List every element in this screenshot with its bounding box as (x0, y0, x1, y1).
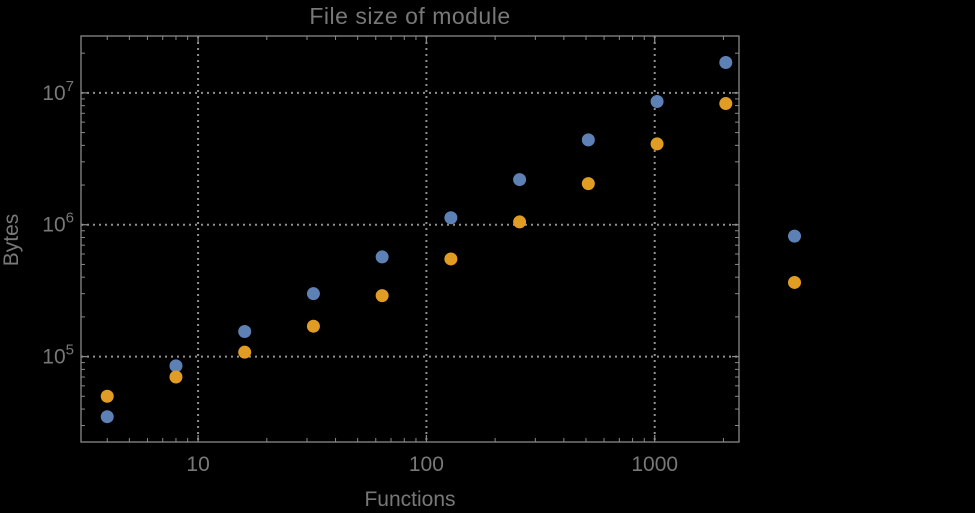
data-point-blue-x1024 (650, 95, 664, 109)
y-tick-label-1e6: 106 (42, 210, 74, 237)
data-point-blue-x256 (513, 173, 527, 187)
data-point-orange-x512 (581, 177, 595, 191)
data-point-blue-x2048 (719, 55, 733, 69)
data-point-orange-x4 (100, 389, 114, 403)
data-point-orange-x8 (169, 370, 183, 384)
data-point-orange-x2048 (719, 97, 733, 111)
data-point-blue-x128 (444, 211, 458, 225)
data-point-orange-x32 (306, 319, 320, 333)
data-point-orange-x256 (513, 215, 527, 229)
data-point-blue-x16 (238, 324, 252, 338)
data-point-blue-x8 (169, 359, 183, 373)
data-point-orange-x1024 (650, 137, 664, 151)
data-point-blue-x64 (375, 250, 389, 264)
y-tick-label-1e5: 105 (42, 342, 74, 369)
data-point-blue-x4096 (788, 229, 802, 243)
data-point-blue-x32 (306, 287, 320, 301)
data-point-blue-x512 (581, 133, 595, 147)
x-tick-label-100: 100 (409, 453, 444, 476)
x-axis-label: Functions (364, 488, 456, 511)
chart-title: File size of module (309, 3, 511, 29)
data-point-orange-x16 (238, 345, 252, 359)
data-point-blue-x4 (100, 410, 114, 424)
data-point-orange-x128 (444, 252, 458, 266)
data-point-orange-x4096 (788, 275, 802, 289)
y-tick-label-1e7: 107 (42, 78, 74, 105)
x-tick-label-10: 10 (186, 453, 209, 476)
y-axis-label: Bytes (0, 213, 23, 267)
plot-frame (80, 35, 740, 443)
x-tick-label-1000: 1000 (631, 453, 678, 476)
data-point-orange-x64 (375, 289, 389, 303)
